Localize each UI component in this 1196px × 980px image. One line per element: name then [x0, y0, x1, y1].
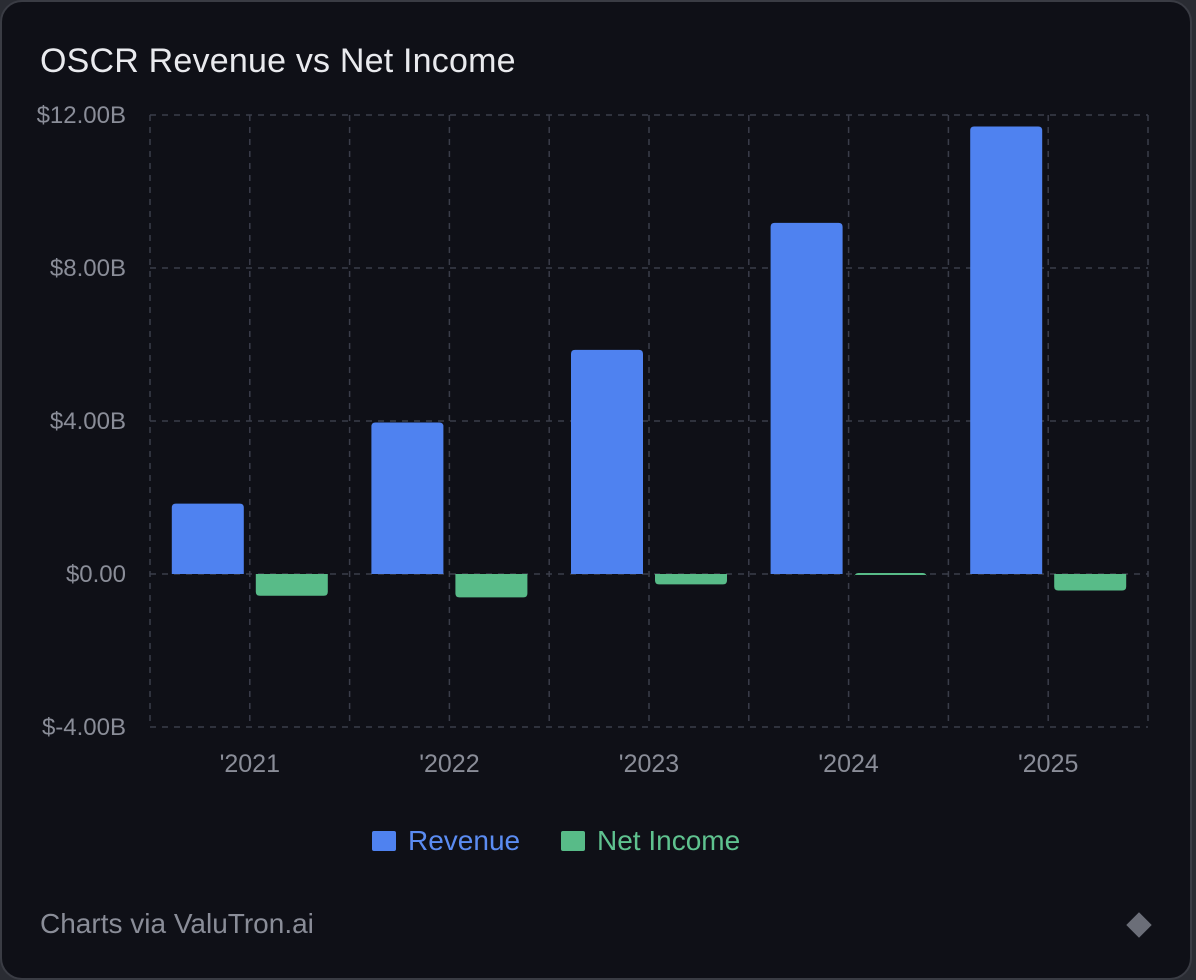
x-tick-label: '2023	[619, 750, 679, 778]
x-tick-label: '2021	[220, 750, 280, 778]
legend-revenue-label[interactable]: Revenue	[408, 825, 520, 856]
y-tick-label: $-4.00B	[42, 714, 126, 741]
net-income-bar-2025[interactable]	[1054, 574, 1127, 591]
x-tick-label: '2022	[419, 750, 479, 778]
legend-revenue-swatch[interactable]	[372, 831, 396, 851]
x-tick-label: '2024	[818, 750, 878, 778]
y-tick-label: $12.00B	[37, 102, 126, 129]
y-tick-label: $0.00	[66, 561, 126, 588]
net-income-bar-2024[interactable]	[854, 573, 927, 578]
footer-credit: Charts via ValuTron.ai	[40, 908, 314, 939]
net-income-bar-2021[interactable]	[255, 574, 328, 596]
x-tick-label: '2025	[1018, 750, 1078, 778]
revenue-bar-2024[interactable]	[770, 222, 843, 575]
revenue-bar-2025[interactable]	[970, 126, 1043, 574]
legend-net-income-label[interactable]: Net Income	[597, 825, 740, 856]
revenue-bar-2022[interactable]	[371, 422, 444, 574]
y-tick-label: $4.00B	[50, 408, 126, 435]
y-tick-label: $8.00B	[50, 255, 126, 282]
net-income-bar-2022[interactable]	[455, 574, 528, 598]
bar-chart: $12.00B $8.00B $4.00B $0.00 $-4.00B '2021 '202…	[37, 102, 1149, 856]
legend-net-income-swatch[interactable]	[561, 831, 585, 851]
diamond-icon	[1126, 912, 1152, 938]
chart-title: OSCR Revenue vs Net Income	[40, 42, 516, 80]
net-income-bar-2023[interactable]	[655, 574, 727, 585]
revenue-bar-2021[interactable]	[171, 503, 244, 574]
revenue-bar-2023[interactable]	[571, 349, 643, 574]
